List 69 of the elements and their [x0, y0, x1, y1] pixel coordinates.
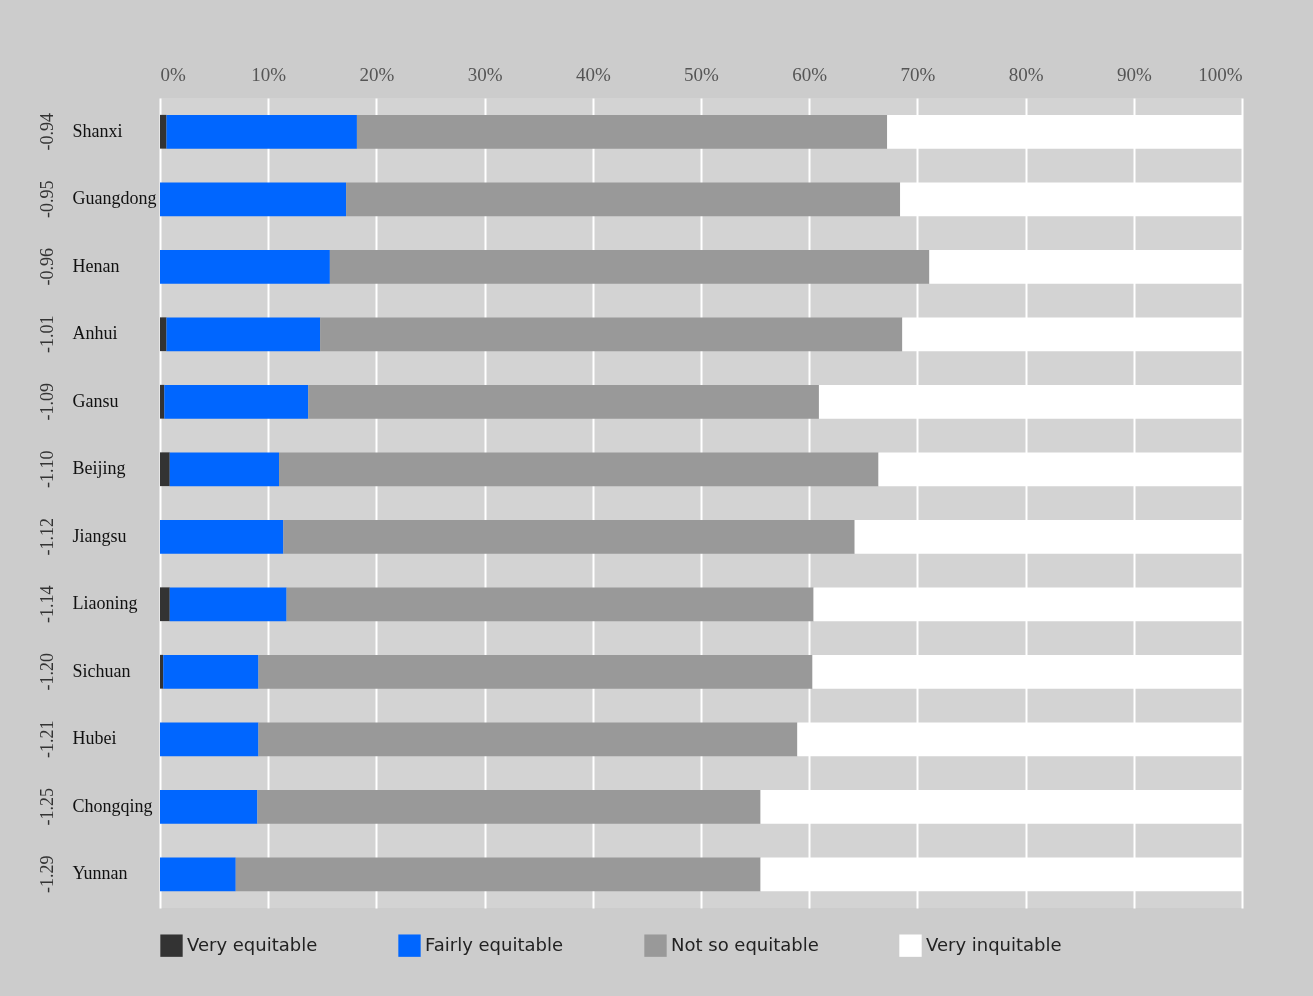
bar	[308, 384, 819, 419]
bar	[235, 857, 761, 892]
bar	[164, 384, 309, 419]
y-tick-label: Jiangsu	[72, 525, 127, 546]
text: -0.96	[37, 248, 57, 286]
bar	[160, 317, 167, 352]
legend-label: Very inquitable	[926, 933, 1062, 955]
y-tick-label: Liaoning	[72, 593, 138, 614]
bar	[169, 587, 287, 622]
bar	[320, 317, 903, 352]
bar	[160, 452, 170, 487]
bar	[160, 722, 259, 757]
x-tick-label: 20%	[359, 63, 395, 85]
bar	[160, 182, 347, 217]
text: -1.20	[37, 653, 57, 691]
legend-label: Fairly equitable	[425, 933, 564, 955]
x-tick-label: 60%	[792, 63, 828, 85]
y-tick-label: Chongqing	[72, 795, 153, 816]
x-tick-label: 70%	[900, 63, 936, 85]
y-tick-label: Anhui	[72, 323, 118, 344]
text: -1.10	[37, 450, 57, 488]
bar	[258, 722, 798, 757]
bar	[346, 182, 901, 217]
x-tick-label: 100%	[1198, 63, 1243, 85]
x-tick-label: 0%	[160, 63, 186, 85]
x-tick-label: 80%	[1008, 63, 1044, 85]
text: -1.01	[37, 315, 57, 353]
x-tick-label: 40%	[575, 63, 611, 85]
bar	[160, 384, 165, 419]
bar	[283, 519, 855, 554]
text: -1.21	[37, 720, 57, 758]
bar	[258, 654, 813, 689]
y-tick-label: Sichuan	[72, 660, 131, 681]
bar	[160, 587, 170, 622]
bar	[329, 249, 930, 284]
bar	[160, 654, 164, 689]
y-tick-label: Gansu	[72, 390, 119, 411]
bar	[169, 452, 280, 487]
x-tick-label: 50%	[684, 63, 720, 85]
bar	[163, 654, 259, 689]
text: -0.94	[37, 113, 57, 151]
text: -1.09	[37, 383, 57, 421]
text: -1.12	[37, 518, 57, 556]
y-tick-label: Shanxi	[72, 120, 123, 141]
bar	[160, 857, 236, 892]
y-tick-label: Yunnan	[72, 863, 128, 884]
bar	[160, 114, 167, 149]
bar	[166, 114, 357, 149]
text: -1.25	[37, 788, 57, 826]
text: -0.95	[37, 180, 57, 218]
bar	[160, 519, 284, 554]
bar	[286, 587, 814, 622]
legend-label: Not so equitable	[671, 933, 819, 955]
bar	[356, 114, 888, 149]
bar	[257, 789, 761, 824]
bar	[160, 789, 258, 824]
x-tick-label: 10%	[251, 63, 287, 85]
bar	[160, 249, 330, 284]
y-tick-label: Guangdong	[72, 188, 157, 209]
x-tick-label: 30%	[467, 63, 503, 85]
text: -1.14	[37, 585, 57, 623]
bar	[166, 317, 321, 352]
x-tick-label: 90%	[1116, 63, 1152, 85]
bar	[279, 452, 879, 487]
y-tick-label: Beijing	[72, 458, 126, 479]
text: -1.29	[37, 855, 57, 893]
y-tick-label: Henan	[72, 255, 120, 276]
y-tick-label: Hubei	[72, 728, 117, 749]
legend-label: Very equitable	[187, 933, 318, 955]
